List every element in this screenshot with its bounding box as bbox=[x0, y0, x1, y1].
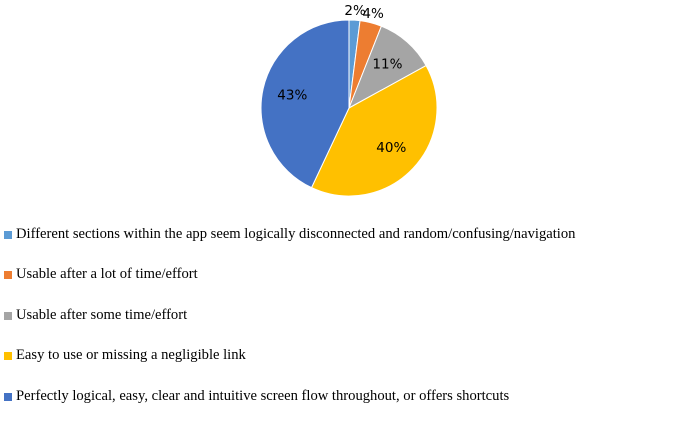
pie-data-label: 43% bbox=[277, 87, 307, 103]
pie-svg: 2%4% 11% 40% 43% bbox=[260, 3, 438, 197]
legend-label: Easy to use or missing a negligible link bbox=[16, 347, 246, 363]
pie-data-label: 40% bbox=[376, 140, 406, 156]
legend-item: Usable after a lot of time/effort bbox=[4, 265, 684, 285]
legend-item: Usable after some time/effort bbox=[4, 305, 684, 325]
legend-item: Different sections within the app seem l… bbox=[4, 224, 684, 244]
pie-data-label: 4% bbox=[362, 6, 384, 22]
legend-label: Perfectly logical, easy, clear and intui… bbox=[16, 387, 510, 404]
pie-chart: 2% 4% 11% 40% 43% Different sections within … bbox=[4, 3, 575, 404]
legend-swatch bbox=[4, 392, 12, 401]
legend-label: Different sections within the app seem l… bbox=[16, 225, 576, 242]
pie-data-label: 2% bbox=[344, 3, 366, 19]
legend-swatch bbox=[4, 230, 12, 239]
legend-swatch bbox=[4, 311, 12, 320]
legend-label: Usable after a lot of time/effort bbox=[16, 266, 198, 282]
pie-data-labels: 2%4% 11% 40% 43% bbox=[277, 3, 406, 156]
pie-slices bbox=[260, 19, 438, 197]
legend-swatch bbox=[4, 271, 12, 279]
legend-item: Perfectly logical, easy, clear and intui… bbox=[4, 386, 684, 406]
legend-item: Easy to use or missing a negligible link bbox=[4, 346, 684, 366]
legend-label: Usable after some time/effort bbox=[16, 306, 188, 323]
pie-slice bbox=[260, 19, 350, 189]
pie-data-label: 11% bbox=[372, 56, 402, 72]
pie-slice bbox=[310, 64, 438, 197]
chart-legend: Different sections within the app seem l… bbox=[4, 224, 684, 427]
legend-swatch bbox=[4, 352, 12, 360]
